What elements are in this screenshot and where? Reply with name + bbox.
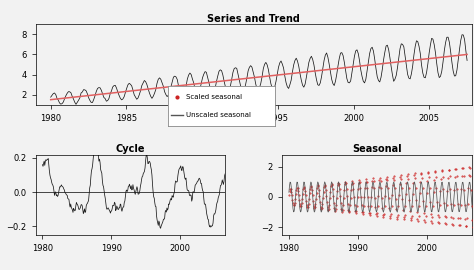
Text: Unscaled seasonal: Unscaled seasonal [186,112,251,118]
Text: Scaled seasonal: Scaled seasonal [186,94,243,100]
Title: Series and Trend: Series and Trend [207,14,300,23]
Title: Cycle: Cycle [116,144,145,154]
Title: Seasonal: Seasonal [352,144,401,154]
